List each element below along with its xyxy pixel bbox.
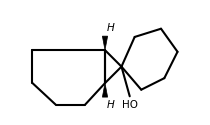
Text: H: H xyxy=(107,100,115,110)
Polygon shape xyxy=(102,83,108,97)
Text: HO: HO xyxy=(122,100,138,110)
Text: H: H xyxy=(107,23,115,33)
Polygon shape xyxy=(102,36,108,50)
